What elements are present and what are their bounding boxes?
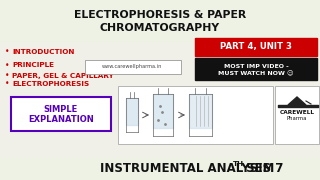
Text: MOST IMP VIDEO -: MOST IMP VIDEO - <box>224 64 288 69</box>
Text: MUST WATCH NOW 😉: MUST WATCH NOW 😉 <box>218 71 294 77</box>
Text: INSTRUMENTAL ANALYSIS 7: INSTRUMENTAL ANALYSIS 7 <box>100 163 284 175</box>
Bar <box>118 86 273 144</box>
Text: PAPER, GEL & CAPILLARY: PAPER, GEL & CAPILLARY <box>12 73 114 79</box>
Text: SIMPLE: SIMPLE <box>44 105 78 114</box>
Text: TH: TH <box>233 161 244 168</box>
Text: INTRODUCTION: INTRODUCTION <box>12 49 74 55</box>
Text: PART 4, UNIT 3: PART 4, UNIT 3 <box>220 42 292 51</box>
Text: Pharma: Pharma <box>287 116 307 122</box>
Bar <box>0 0 320 42</box>
Text: •: • <box>5 80 10 89</box>
Bar <box>0 42 320 158</box>
FancyBboxPatch shape <box>84 60 180 73</box>
Text: ELECTROPHORESIS & PAPER: ELECTROPHORESIS & PAPER <box>74 10 246 20</box>
Polygon shape <box>288 97 306 105</box>
Text: CAREWELL: CAREWELL <box>279 111 315 116</box>
Bar <box>195 38 317 56</box>
Bar <box>275 86 319 144</box>
Text: PRINCIPLE: PRINCIPLE <box>12 62 54 68</box>
Text: CHROMATOGRAPHY: CHROMATOGRAPHY <box>100 23 220 33</box>
Text: www.carewellpharma.in: www.carewellpharma.in <box>102 64 162 69</box>
Text: ELECTROPHORESIS: ELECTROPHORESIS <box>12 81 89 87</box>
Bar <box>0 158 320 180</box>
Text: •: • <box>5 60 10 69</box>
FancyBboxPatch shape <box>11 97 111 131</box>
Text: •: • <box>5 48 10 57</box>
Text: EXPLANATION: EXPLANATION <box>28 114 94 123</box>
Bar <box>195 58 317 80</box>
Text: •: • <box>5 71 10 80</box>
Text: SEM: SEM <box>242 163 274 175</box>
